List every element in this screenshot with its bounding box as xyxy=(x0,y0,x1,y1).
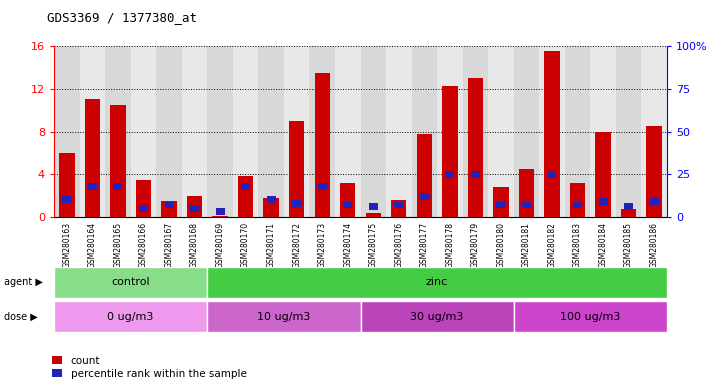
Bar xyxy=(463,46,488,217)
Bar xyxy=(233,46,258,217)
Bar xyxy=(539,46,565,217)
Bar xyxy=(63,197,71,203)
Bar xyxy=(85,99,100,217)
Bar xyxy=(156,46,182,217)
Bar xyxy=(187,195,202,217)
Bar xyxy=(513,46,539,217)
Bar xyxy=(573,202,582,209)
Bar xyxy=(164,202,174,209)
Text: 10 ug/m3: 10 ug/m3 xyxy=(257,312,311,322)
Bar xyxy=(621,210,637,217)
Bar xyxy=(292,200,301,207)
Bar xyxy=(136,180,151,217)
Bar xyxy=(340,183,355,217)
Bar xyxy=(213,216,228,217)
Text: 30 ug/m3: 30 ug/m3 xyxy=(410,312,464,322)
Bar xyxy=(471,171,480,178)
Bar xyxy=(493,187,508,217)
Bar xyxy=(110,105,125,217)
Bar xyxy=(417,134,432,217)
Bar xyxy=(446,171,454,178)
Text: 0 ug/m3: 0 ug/m3 xyxy=(107,312,154,322)
Bar xyxy=(54,46,79,217)
Bar xyxy=(238,176,253,217)
Bar xyxy=(642,46,667,217)
Bar xyxy=(544,51,559,217)
Bar xyxy=(241,183,250,190)
Bar xyxy=(442,86,458,217)
Bar xyxy=(309,46,335,217)
Bar xyxy=(54,267,208,298)
Bar xyxy=(519,169,534,217)
Bar xyxy=(647,126,662,217)
Bar xyxy=(412,46,437,217)
Bar xyxy=(208,267,667,298)
Bar xyxy=(208,301,360,332)
Bar xyxy=(79,46,105,217)
Bar xyxy=(624,203,633,210)
Bar xyxy=(360,301,513,332)
Text: zinc: zinc xyxy=(426,277,448,287)
Bar xyxy=(570,183,585,217)
Bar xyxy=(314,73,329,217)
Bar xyxy=(88,183,97,190)
Bar xyxy=(318,183,327,190)
Bar xyxy=(590,46,616,217)
Bar xyxy=(488,46,514,217)
Bar xyxy=(208,46,233,217)
Legend: count, percentile rank within the sample: count, percentile rank within the sample xyxy=(52,356,247,379)
Bar xyxy=(596,131,611,217)
Text: 100 ug/m3: 100 ug/m3 xyxy=(560,312,621,322)
Text: control: control xyxy=(111,277,150,287)
Bar xyxy=(139,205,148,212)
Bar xyxy=(547,171,557,178)
Bar xyxy=(616,46,642,217)
Bar xyxy=(497,202,505,209)
Bar xyxy=(258,46,284,217)
Bar xyxy=(284,46,309,217)
Bar xyxy=(59,153,74,217)
Bar xyxy=(391,200,407,217)
Bar xyxy=(54,301,208,332)
Bar xyxy=(468,78,483,217)
Bar xyxy=(650,198,658,205)
Bar xyxy=(267,197,275,203)
Bar xyxy=(190,205,199,212)
Bar xyxy=(289,121,304,217)
Bar xyxy=(335,46,360,217)
Bar xyxy=(105,46,131,217)
Bar xyxy=(360,46,386,217)
Bar xyxy=(437,46,463,217)
Text: GDS3369 / 1377380_at: GDS3369 / 1377380_at xyxy=(47,12,197,25)
Bar xyxy=(343,202,352,209)
Bar xyxy=(420,193,429,200)
Bar xyxy=(131,46,156,217)
Bar xyxy=(513,301,667,332)
Bar xyxy=(369,203,378,210)
Bar xyxy=(162,201,177,217)
Bar xyxy=(263,198,279,217)
Bar xyxy=(113,183,123,190)
Bar xyxy=(565,46,590,217)
Bar xyxy=(522,202,531,209)
Bar xyxy=(598,198,608,205)
Bar xyxy=(394,202,403,209)
Bar xyxy=(182,46,208,217)
Text: dose ▶: dose ▶ xyxy=(4,312,37,322)
Text: agent ▶: agent ▶ xyxy=(4,277,43,287)
Bar xyxy=(386,46,412,217)
Bar xyxy=(366,213,381,217)
Bar xyxy=(216,209,224,215)
